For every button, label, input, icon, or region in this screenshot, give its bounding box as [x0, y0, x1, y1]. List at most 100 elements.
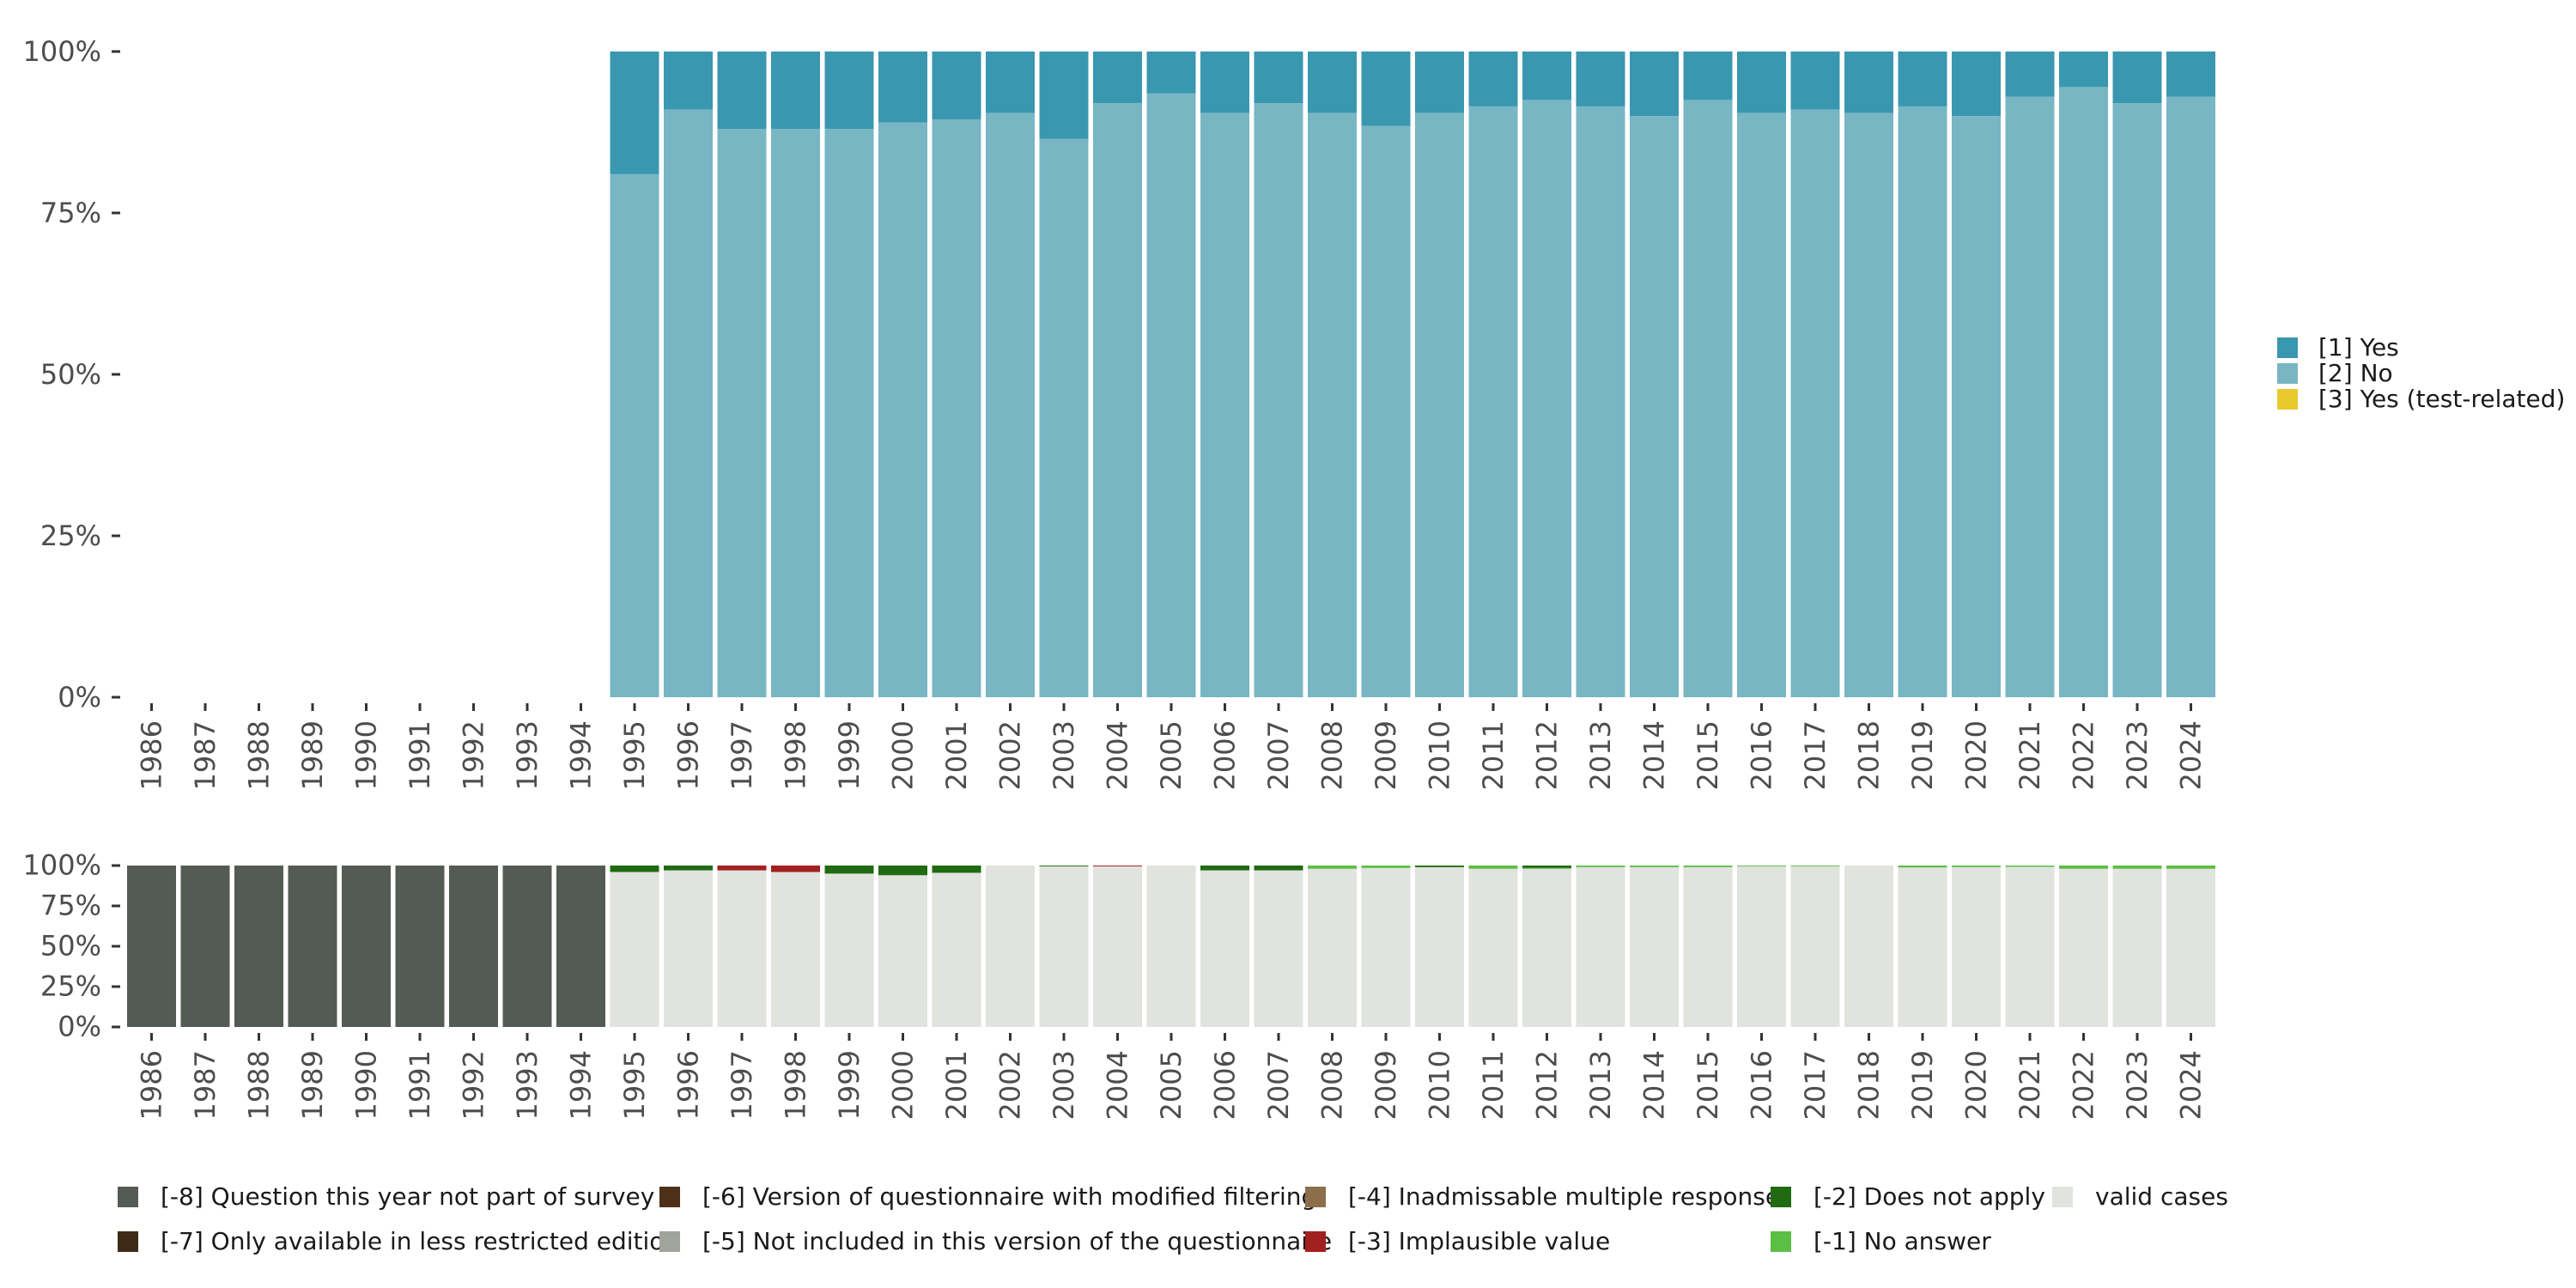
- bar-2-no-2005: [1146, 93, 1196, 697]
- bar-2-no-1996: [664, 109, 713, 698]
- x-tick-label: 1995: [618, 1050, 651, 1120]
- bar-2-does-not-apply-1999: [824, 866, 874, 874]
- legend-swatch-1-yes: [2277, 337, 2298, 358]
- x-tick-label: 2014: [1638, 720, 1671, 790]
- x-tick-label: 1986: [136, 720, 168, 790]
- bar-1-no-answer-2011: [1468, 866, 1518, 869]
- x-tick-label: 2023: [2121, 720, 2154, 790]
- x-tick-label: 1987: [189, 720, 222, 790]
- bar-8-question-this-year-not-part-of-survey-1990: [342, 866, 391, 1027]
- bar-2-does-not-apply-1996: [664, 866, 713, 871]
- bar-2-no-2000: [878, 122, 927, 698]
- bar-valid-cases-2011: [1468, 868, 1518, 1027]
- y-tick-label: 50%: [40, 930, 101, 963]
- bar-8-question-this-year-not-part-of-survey-1992: [449, 866, 498, 1027]
- bottom-legend: [-8] Question this year not part of surv…: [118, 1182, 2228, 1255]
- bar-1-yes-2019: [1898, 52, 1947, 106]
- bar-1-yes-2022: [2059, 52, 2108, 88]
- bar-2-no-2014: [1630, 116, 1679, 697]
- bar-1-yes-1996: [664, 52, 713, 110]
- x-tick-label: 1989: [296, 720, 329, 790]
- x-tick-label: 2002: [994, 1050, 1027, 1120]
- bar-1-yes-2016: [1737, 52, 1786, 113]
- bar-2-does-not-apply-2000: [878, 866, 927, 876]
- bar-1-yes-2023: [2112, 52, 2162, 104]
- x-tick-label: 2000: [887, 720, 920, 790]
- bar-2-no-2007: [1254, 103, 1303, 697]
- x-tick-label: 1989: [296, 1050, 329, 1120]
- bar-1-no-answer-2022: [2059, 866, 2108, 869]
- bar-1-no-answer-2020: [1952, 866, 2001, 867]
- x-tick-label: 2022: [2068, 720, 2100, 790]
- x-tick-label: 2001: [940, 1050, 973, 1120]
- bar-valid-cases-2018: [1844, 866, 1893, 1027]
- bar-2-no-2018: [1844, 112, 1893, 697]
- x-tick-label: 2003: [1048, 720, 1080, 790]
- bar-1-yes-2015: [1683, 52, 1733, 100]
- x-tick-label: 2002: [994, 720, 1027, 790]
- legend-swatch-7-only-available-in-less-restricted-edition: [118, 1231, 138, 1252]
- bar-2-no-1997: [717, 129, 767, 698]
- bar-2-does-not-apply-2007: [1254, 866, 1303, 871]
- bar-2-no-2021: [2005, 96, 2055, 697]
- legend-swatch-3-implausible-value: [1305, 1231, 1326, 1252]
- x-tick-label: 2008: [1316, 720, 1349, 790]
- y-tick-label: 0%: [58, 681, 101, 714]
- bar-valid-cases-1997: [717, 870, 767, 1027]
- x-tick-label: 1988: [243, 720, 276, 790]
- bar-valid-cases-2000: [878, 875, 927, 1027]
- y-tick-label: 75%: [40, 890, 101, 922]
- bar-8-question-this-year-not-part-of-survey-1991: [395, 866, 445, 1027]
- bar-valid-cases-2010: [1415, 866, 1464, 1027]
- x-tick-label: 2014: [1638, 1050, 1671, 1120]
- bar-1-yes-1997: [717, 52, 767, 130]
- bar-1-yes-2018: [1844, 52, 1893, 113]
- legend-swatch-5-not-included-in-this-version-of-the-questionnaire: [659, 1231, 680, 1252]
- x-tick-label: 1999: [833, 720, 866, 790]
- bar-1-yes-2004: [1093, 52, 1142, 104]
- x-tick-label: 2009: [1370, 1050, 1402, 1120]
- y-tick-label: 50%: [40, 358, 101, 391]
- y-tick-label: 100%: [23, 35, 101, 68]
- bar-valid-cases-1998: [771, 872, 820, 1027]
- x-tick-label: 2005: [1155, 720, 1188, 790]
- legend-swatch-4-inadmissable-multiple-response: [1305, 1187, 1326, 1207]
- x-tick-label: 2016: [1746, 1050, 1778, 1120]
- legend-label-6-version-of-questionnaire-with-modified-filtering: [-6] Version of questionnaire with modif…: [702, 1182, 1316, 1211]
- bar-2-no-2020: [1952, 116, 2001, 697]
- bar-1-yes-2007: [1254, 52, 1303, 104]
- top-legend: [1] Yes[2] No[3] Yes (test-related): [2277, 333, 2565, 413]
- legend-label-2-does-not-apply: [-2] Does not apply: [1814, 1182, 2045, 1211]
- bar-valid-cases-2012: [1522, 868, 1571, 1027]
- bar-valid-cases-1995: [610, 872, 659, 1027]
- bar-1-yes-2010: [1415, 52, 1464, 113]
- bar-1-no-answer-2008: [1308, 866, 1357, 869]
- x-tick-label: 1994: [565, 1050, 598, 1120]
- y-tick-label: 25%: [40, 519, 101, 552]
- bar-1-yes-2014: [1630, 52, 1679, 117]
- x-tick-label: 2024: [2175, 1050, 2208, 1120]
- x-tick-label: 2011: [1477, 720, 1510, 790]
- bar-2-no-2003: [1039, 138, 1089, 697]
- bar-8-question-this-year-not-part-of-survey-1986: [127, 866, 176, 1027]
- bar-3-implausible-value-1997: [717, 866, 767, 871]
- bar-1-yes-2005: [1146, 52, 1196, 94]
- bar-1-no-answer-2019: [1898, 866, 1947, 868]
- x-tick-label: 2008: [1316, 1050, 1349, 1120]
- bar-1-yes-2002: [986, 52, 1035, 113]
- bar-2-no-2015: [1683, 100, 1733, 697]
- bar-valid-cases-2022: [2059, 868, 2108, 1027]
- bar-2-no-2010: [1415, 112, 1464, 697]
- bar-8-question-this-year-not-part-of-survey-1987: [180, 866, 230, 1027]
- x-tick-label: 2015: [1692, 720, 1724, 790]
- bar-2-does-not-apply-2001: [932, 866, 981, 873]
- x-tick-label: 2022: [2068, 1050, 2100, 1120]
- bar-2-no-1999: [824, 129, 874, 698]
- x-tick-label: 2006: [1209, 1050, 1242, 1120]
- bar-valid-cases-2007: [1254, 870, 1303, 1027]
- bar-2-no-2009: [1361, 125, 1411, 698]
- bar-1-yes-2017: [1790, 52, 1840, 110]
- bar-8-question-this-year-not-part-of-survey-1993: [502, 866, 552, 1027]
- bar-2-no-2002: [986, 112, 1035, 697]
- bar-valid-cases-2017: [1790, 866, 1840, 1027]
